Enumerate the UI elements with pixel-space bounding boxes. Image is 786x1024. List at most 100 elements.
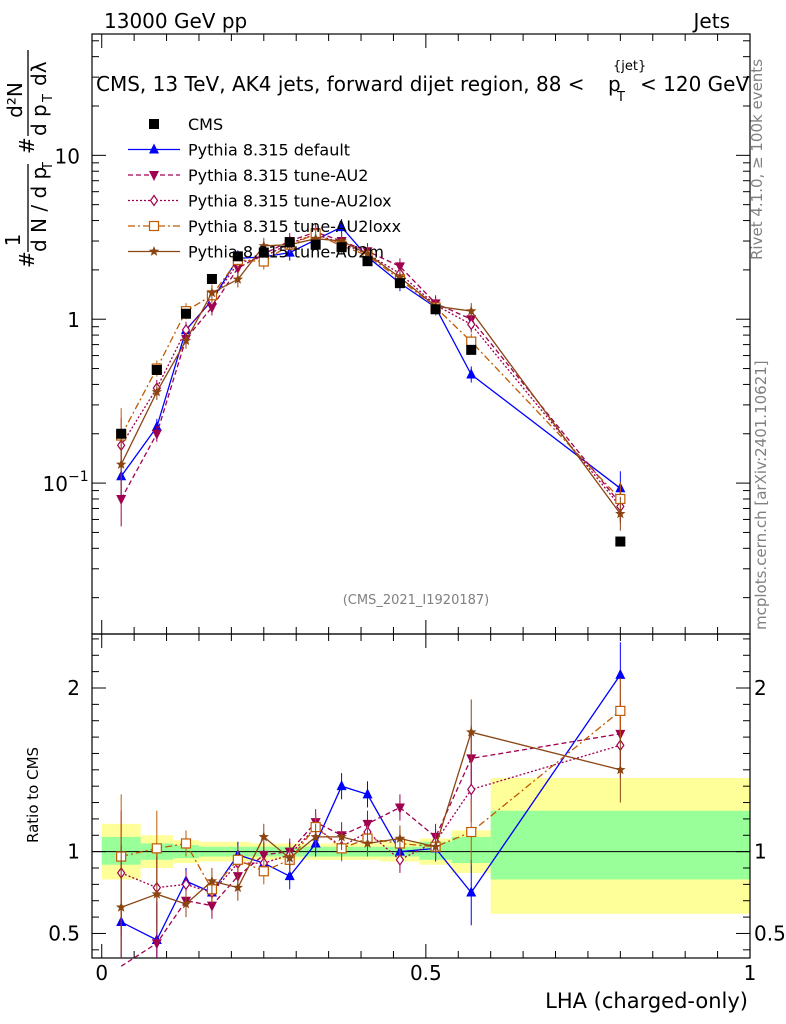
category-label: Jets xyxy=(692,9,730,33)
svg-text:#: # xyxy=(15,137,39,154)
main-ytick-label-0: 10 xyxy=(43,472,68,496)
ratio-point xyxy=(362,838,373,848)
main-ytick-label-1: 1 xyxy=(67,308,80,332)
legend-marker-data xyxy=(149,119,159,129)
ratio-point xyxy=(466,726,477,737)
main-point xyxy=(180,335,192,346)
ratio-series-line-4 xyxy=(120,731,621,908)
main-data-points xyxy=(116,237,626,547)
ratio-ytick-label-left-1: 1 xyxy=(67,840,80,864)
xlabel: LHA (charged-only) xyxy=(545,989,748,1013)
main-series-2 xyxy=(116,226,625,524)
ratio-point xyxy=(258,831,269,842)
ratio-panel: 0 0.5 1 0.5 0.5 1 1 2 2 xyxy=(48,633,786,985)
main-point xyxy=(115,458,127,469)
ratio-point xyxy=(151,939,162,950)
legend-label-data: CMS xyxy=(188,115,223,134)
legend-marker-0 xyxy=(149,143,159,154)
title-prefix: CMS, 13 TeV, AK4 jets, forward dijet reg… xyxy=(96,72,585,96)
main-ytick-label-exp-0: −1 xyxy=(68,469,89,485)
main-point xyxy=(362,248,373,259)
data-point xyxy=(232,251,243,262)
ratio-point xyxy=(615,764,626,775)
main-title: CMS, 13 TeV, AK4 jets, forward dijet reg… xyxy=(96,59,749,105)
main-series-line-0 xyxy=(120,226,621,489)
ratio-series-line-0 xyxy=(120,674,621,941)
ratio-ytick-label-right-2: 2 xyxy=(754,676,767,700)
ratio-point xyxy=(180,838,192,849)
main-point xyxy=(116,494,127,505)
ratio-point xyxy=(151,843,162,854)
main-point xyxy=(310,233,321,244)
data-point xyxy=(284,237,295,248)
data-point xyxy=(394,278,405,289)
ratio-point xyxy=(394,833,406,843)
ratio-series-line-2 xyxy=(120,744,621,894)
data-point xyxy=(116,428,127,439)
data-point xyxy=(615,536,626,547)
ratio-point xyxy=(615,705,626,717)
svg-text:T: T xyxy=(41,162,56,171)
ratio-ylabel: Ratio to CMS xyxy=(24,747,42,843)
legend-marker-2 xyxy=(149,194,159,207)
legend-entry-0: Pythia 8.315 default xyxy=(128,141,350,160)
ratio-point xyxy=(284,870,295,881)
ratio-series-line-3 xyxy=(121,710,621,891)
legend-entry-3: Pythia 8.315 tune-AU2loxx xyxy=(128,217,401,236)
main-ylabel: # 1 d N / d p T # d²N d p T dλ xyxy=(1,50,56,268)
ratio-point xyxy=(466,886,477,897)
data-point xyxy=(430,304,441,315)
data-point xyxy=(206,273,217,284)
data-point xyxy=(181,308,191,319)
main-series-line-4 xyxy=(120,238,621,515)
legend-entry-data: CMS xyxy=(149,115,223,134)
svg-text:1: 1 xyxy=(1,234,25,247)
legend-label-4: Pythia 8.315 tune-AU2m xyxy=(188,243,384,262)
legend-entry-1: Pythia 8.315 tune-AU2 xyxy=(128,166,368,185)
legend-label-3: Pythia 8.315 tune-AU2loxx xyxy=(188,217,401,236)
main-series-4 xyxy=(115,230,626,531)
main-ytick-label-2: 10 xyxy=(55,144,80,168)
main-point xyxy=(206,287,218,298)
data-point xyxy=(151,364,162,375)
main-point xyxy=(466,368,477,379)
main-series-line-2 xyxy=(120,233,621,507)
ratio-frame xyxy=(91,633,751,959)
title-p: p xyxy=(608,72,621,96)
main-point xyxy=(394,271,406,282)
main-point xyxy=(151,429,162,440)
ratio-point xyxy=(181,878,191,891)
main-point xyxy=(151,386,163,397)
ratio-point xyxy=(336,780,347,791)
ratio-point xyxy=(394,803,405,814)
ratio-ytick-label-left-0: 0.5 xyxy=(48,921,80,945)
main-point xyxy=(336,221,347,232)
main-point xyxy=(466,305,477,316)
title-sub: T xyxy=(616,90,625,105)
ratio-point xyxy=(258,866,269,877)
ratio-point xyxy=(180,898,192,909)
mcplots-text: mcplots.cern.ch [arXiv:2401.10621] xyxy=(752,360,770,630)
ratio-point xyxy=(115,901,127,912)
legend: CMS Pythia 8.315 default Pythia 8.315 tune… xyxy=(128,115,401,262)
ratio-xtick-label-0: 0 xyxy=(95,961,108,985)
main-series-1 xyxy=(116,224,626,527)
main-point xyxy=(615,508,626,519)
rivet-version-text: Rivet 4.1.0, ≥ 100k events xyxy=(748,59,766,260)
ratio-point xyxy=(430,841,441,852)
ratio-point xyxy=(615,668,626,679)
main-point xyxy=(467,318,476,331)
data-point xyxy=(466,344,477,355)
data-point xyxy=(336,242,347,253)
ratio-ytick-label-right-0: 0.5 xyxy=(754,921,786,945)
ratio-point xyxy=(336,831,347,842)
legend-entry-4: Pythia 8.315 tune-AU2m xyxy=(128,243,384,262)
ratio-ytick-label-right-1: 1 xyxy=(754,840,767,864)
ratio-point xyxy=(206,901,217,912)
ratio-series-4 xyxy=(115,699,626,958)
energy-label: 13000 GeV pp xyxy=(104,9,247,33)
stat-uncertainty-band-13 xyxy=(490,810,750,880)
title-sup: {jet} xyxy=(613,59,646,74)
